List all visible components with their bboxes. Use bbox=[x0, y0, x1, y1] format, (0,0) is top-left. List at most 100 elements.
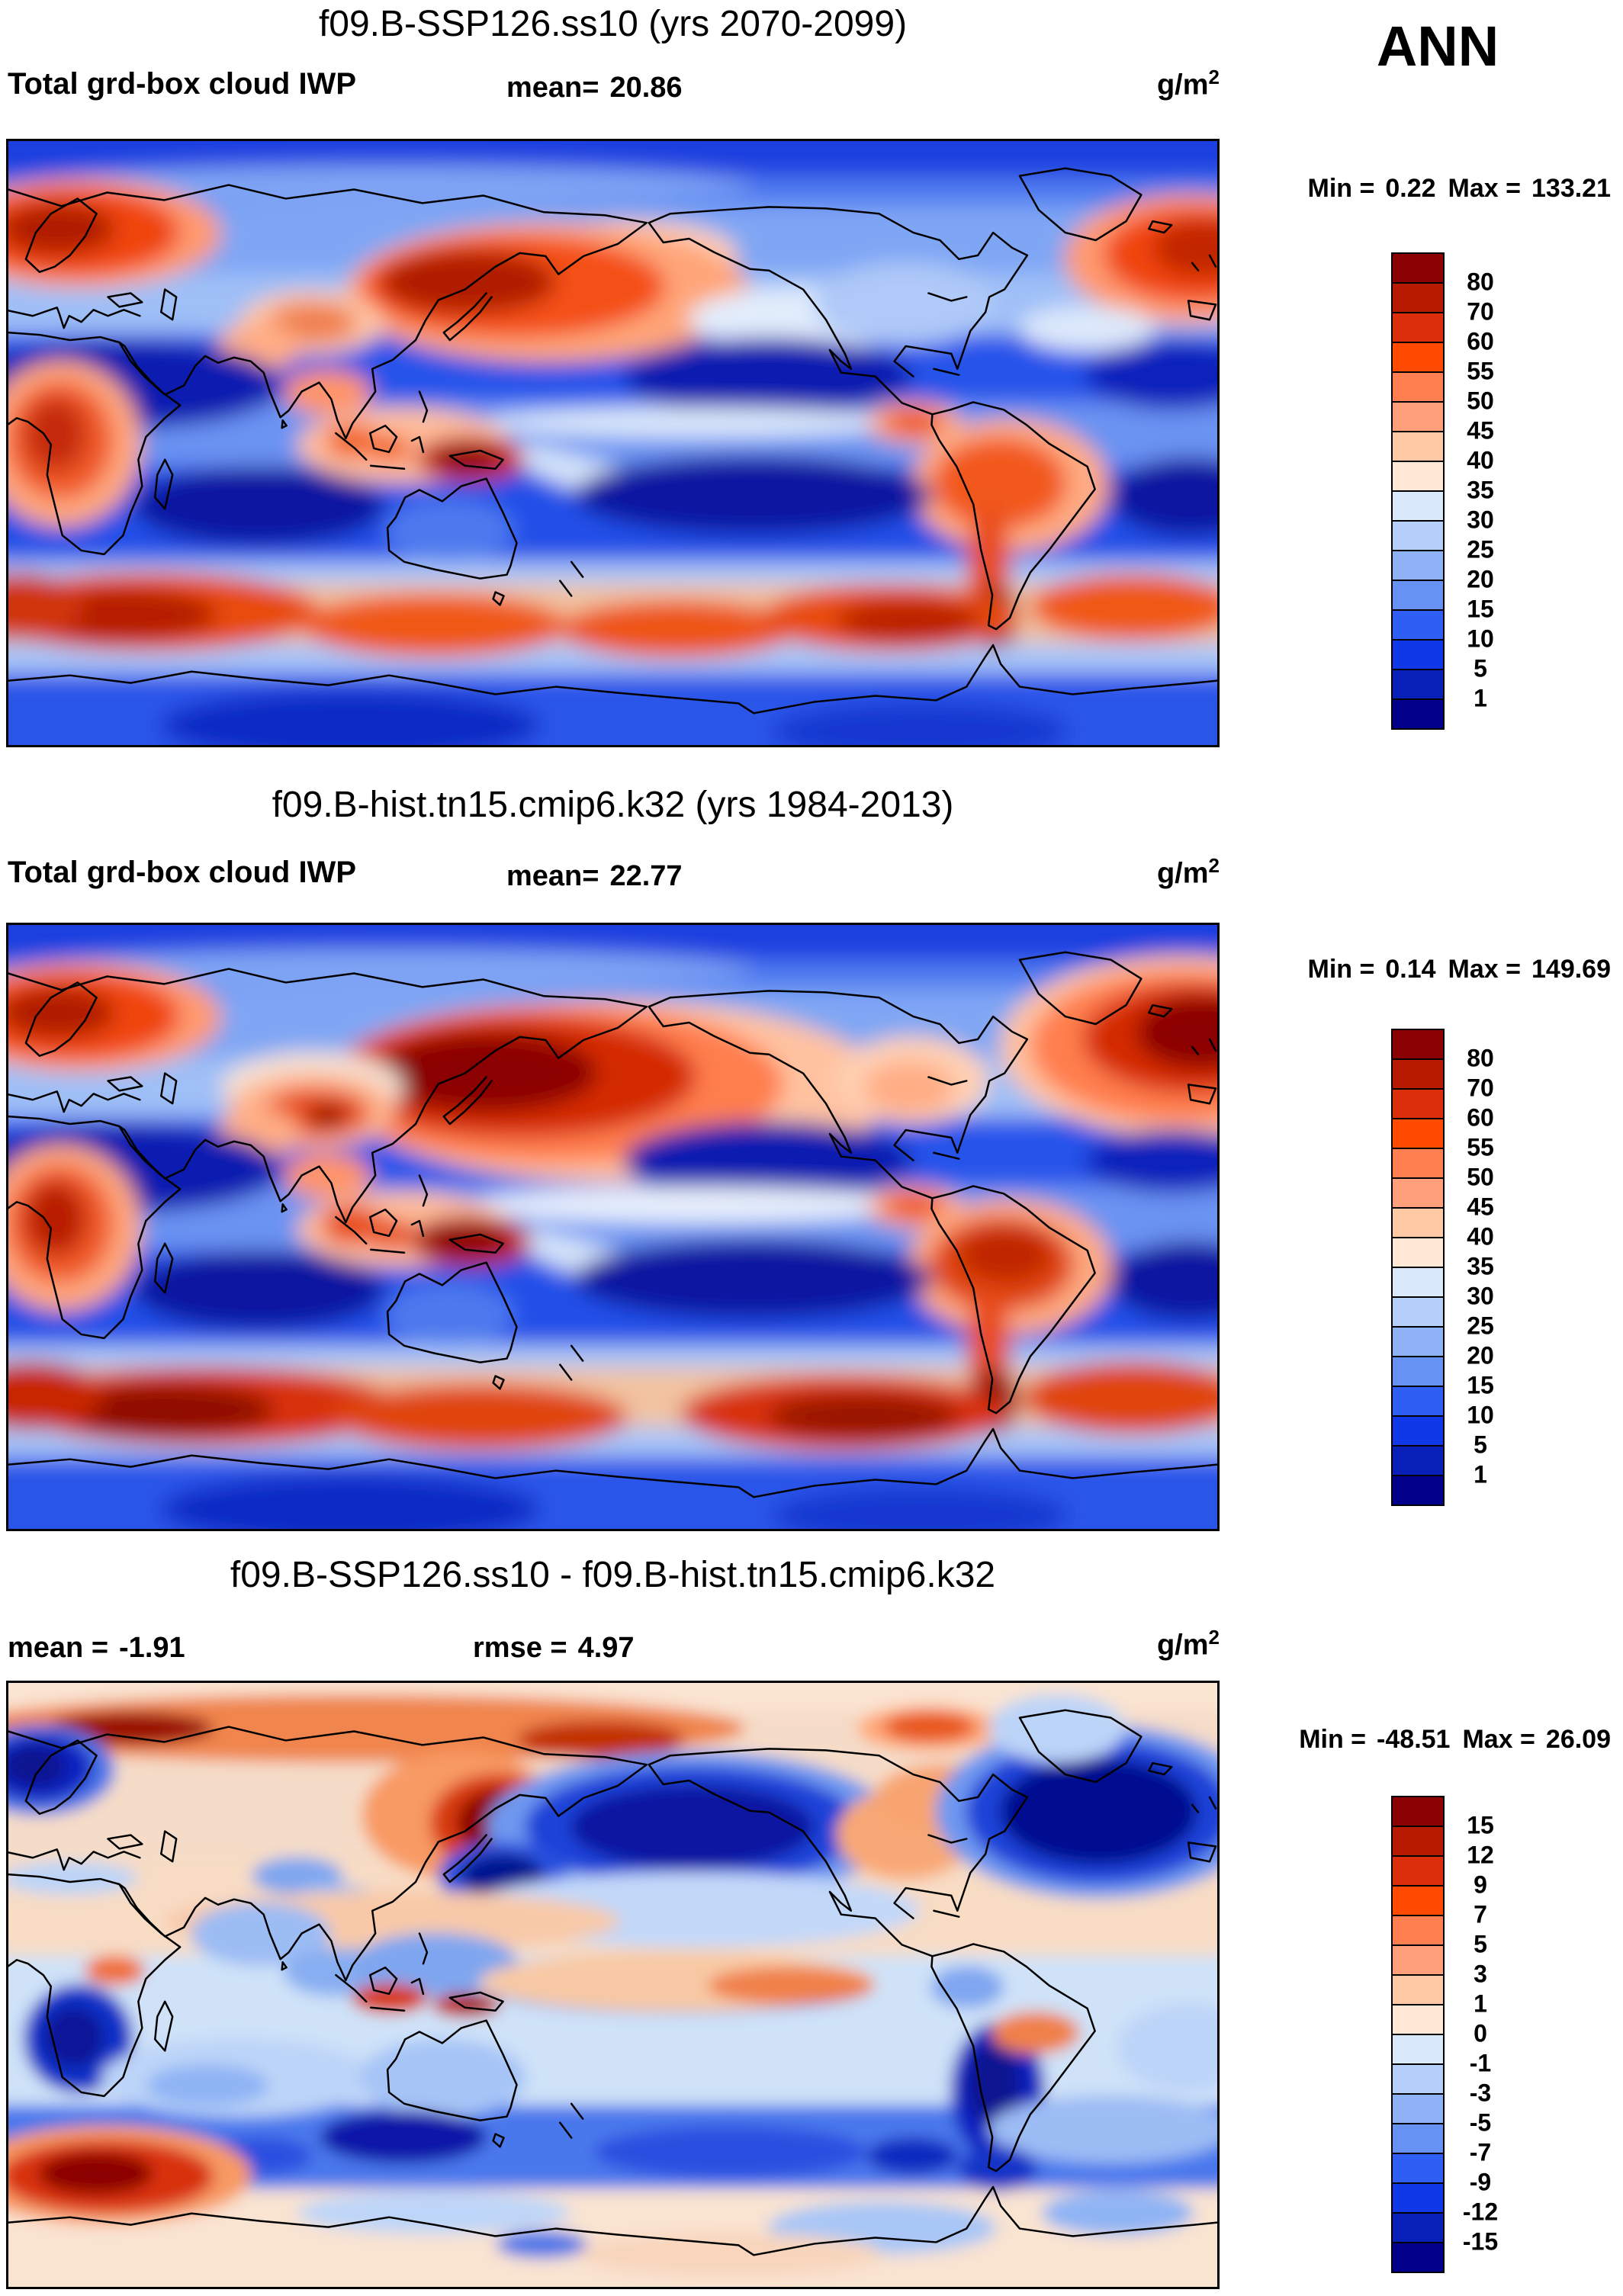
panel3-units: g/m2 bbox=[1068, 1626, 1220, 1662]
colorbar-cell bbox=[1391, 371, 1445, 403]
colorbar-tick-label: 35 bbox=[1467, 476, 1494, 504]
panel3-mean-label: mean = bbox=[8, 1632, 109, 1664]
colorbar-tick-label: 30 bbox=[1467, 506, 1494, 534]
colorbar-cell bbox=[1391, 1088, 1445, 1119]
colorbar-tick-label: 15 bbox=[1467, 595, 1494, 623]
panel1-units-base: g/m bbox=[1156, 69, 1209, 101]
colorbar-cell bbox=[1391, 312, 1445, 343]
panel1-units: g/m2 bbox=[1068, 66, 1220, 102]
colorbar-cell bbox=[1391, 550, 1445, 581]
map-panel1-ssp126 bbox=[6, 139, 1220, 747]
panel3-min-label: Min = bbox=[1299, 1725, 1367, 1754]
panel1-field-label: Total grd-box cloud IWP bbox=[8, 67, 356, 101]
colorbar-tick-label: 7 bbox=[1474, 1900, 1487, 1928]
colorbar-cell bbox=[1391, 1475, 1445, 1506]
colorbar-cell bbox=[1391, 580, 1445, 611]
colorbar-tick-label: 15 bbox=[1467, 1811, 1494, 1839]
panel2-max-value: 149.69 bbox=[1531, 955, 1611, 984]
colorbar-cell bbox=[1391, 1386, 1445, 1417]
panel3-mean-value: -1.91 bbox=[119, 1632, 185, 1664]
panel1-colorbar-labels: 80 70 60 55 50 45 40 35 30 25 20 15 10 5 1 bbox=[1446, 252, 1515, 730]
colorbar-cell bbox=[1391, 609, 1445, 641]
panel1-mean-value: 20.86 bbox=[609, 72, 683, 104]
panel3-max-value: 26.09 bbox=[1545, 1725, 1611, 1754]
contour-field bbox=[8, 1683, 1217, 2287]
panel2-mean-value: 22.77 bbox=[609, 860, 683, 892]
panel2-units-exp: 2 bbox=[1208, 854, 1220, 877]
panel1-min-value: 0.22 bbox=[1385, 174, 1436, 203]
colorbar-tick-label: 9 bbox=[1474, 1871, 1487, 1899]
colorbar-tick-label: 1 bbox=[1474, 1460, 1487, 1488]
colorbar-cell bbox=[1391, 639, 1445, 670]
panel3-title: f09.B-SSP126.ss10 - f09.B-hist.tn15.cmip… bbox=[230, 1555, 996, 1595]
colorbar-tick-label: -3 bbox=[1469, 2079, 1492, 2107]
panel3-rmse-value: 4.97 bbox=[577, 1632, 635, 1664]
colorbar-cell bbox=[1391, 1445, 1445, 1476]
colorbar-cell bbox=[1391, 1118, 1445, 1149]
colorbar-cell bbox=[1391, 1148, 1445, 1179]
colorbar-cell bbox=[1391, 2242, 1445, 2273]
colorbar-tick-label: 40 bbox=[1467, 1222, 1494, 1251]
map-panel3-difference bbox=[6, 1681, 1220, 2289]
colorbar-tick-label: 80 bbox=[1467, 1044, 1494, 1072]
panel1-max-value: 133.21 bbox=[1531, 174, 1611, 203]
panel3-max-label: Max = bbox=[1462, 1725, 1535, 1754]
colorbar-cell bbox=[1391, 2212, 1445, 2243]
colorbar-cell bbox=[1391, 1826, 1445, 1857]
colorbar-cell bbox=[1391, 2063, 1445, 2095]
panel3-rmse: rmse = 4.97 bbox=[473, 1632, 635, 1665]
panel1-max-label: Max = bbox=[1448, 174, 1521, 203]
panel3-rmse-label: rmse = bbox=[473, 1632, 567, 1664]
panel2-units-base: g/m bbox=[1156, 857, 1209, 890]
panel2-min-value: 0.14 bbox=[1385, 955, 1436, 984]
colorbar-tick-label: 25 bbox=[1467, 535, 1494, 564]
colorbar-tick-label: 30 bbox=[1467, 1282, 1494, 1310]
colorbar-cell bbox=[1391, 698, 1445, 730]
colorbar-cell bbox=[1391, 1058, 1445, 1090]
colorbar-cell bbox=[1391, 2004, 1445, 2035]
colorbar-tick-label: 35 bbox=[1467, 1252, 1494, 1280]
colorbar-tick-label: 20 bbox=[1467, 565, 1494, 593]
colorbar-tick-label: -1 bbox=[1469, 2049, 1492, 2077]
panel2-min-label: Min = bbox=[1307, 955, 1375, 984]
panel1-colorbar bbox=[1391, 252, 1445, 730]
colorbar-tick-label: -5 bbox=[1469, 2108, 1492, 2137]
colorbar-cell bbox=[1391, 2093, 1445, 2124]
colorbar-tick-label: 15 bbox=[1467, 1371, 1494, 1399]
colorbar-tick-label: 0 bbox=[1474, 2019, 1487, 2047]
colorbar-tick-label: -15 bbox=[1462, 2227, 1499, 2256]
panel2-mean-label: mean= bbox=[506, 860, 599, 892]
colorbar-cell bbox=[1391, 1415, 1445, 1447]
colorbar-cell bbox=[1391, 2182, 1445, 2214]
panel3-min-value: -48.51 bbox=[1377, 1725, 1451, 1754]
panel1-mean: mean= 20.86 bbox=[506, 72, 683, 104]
colorbar-tick-label: 40 bbox=[1467, 446, 1494, 474]
colorbar-cell bbox=[1391, 1915, 1445, 1946]
panel3-colorbar-labels: 15 12 9 7 5 3 1 0 -1 -3 -5 -7 -9 -12 -15 bbox=[1446, 1796, 1515, 2273]
colorbar-tick-label: 20 bbox=[1467, 1341, 1494, 1370]
colorbar-tick-label: 25 bbox=[1467, 1312, 1494, 1340]
colorbar-cell bbox=[1391, 520, 1445, 551]
colorbar-tick-label: 1 bbox=[1474, 1989, 1487, 2018]
contour-field bbox=[8, 141, 1217, 745]
panel2-field-label: Total grd-box cloud IWP bbox=[8, 856, 356, 889]
colorbar-cell bbox=[1391, 431, 1445, 462]
colorbar-tick-label: 50 bbox=[1467, 1163, 1494, 1191]
colorbar-tick-label: 45 bbox=[1467, 416, 1494, 445]
season-label: ANN bbox=[1376, 14, 1499, 78]
panel2-mean: mean= 22.77 bbox=[506, 860, 683, 893]
panel1-minmax: Min = 0.22 Max = 133.21 bbox=[1243, 174, 1611, 204]
panel1-units-exp: 2 bbox=[1208, 66, 1220, 88]
colorbar-cell bbox=[1391, 1944, 1445, 1976]
colorbar-cell bbox=[1391, 1885, 1445, 1916]
panel2-title: f09.B-hist.tn15.cmip6.k32 (yrs 1984-2013… bbox=[272, 785, 954, 825]
colorbar-tick-label: 5 bbox=[1474, 654, 1487, 682]
colorbar-cell bbox=[1391, 461, 1445, 492]
panel1-min-label: Min = bbox=[1307, 174, 1375, 203]
panel2-max-label: Max = bbox=[1448, 955, 1521, 984]
colorbar-tick-label: 70 bbox=[1467, 1074, 1494, 1102]
colorbar-tick-label: 3 bbox=[1474, 1960, 1487, 1988]
colorbar-cell bbox=[1391, 1855, 1445, 1887]
colorbar-cell bbox=[1391, 1356, 1445, 1387]
colorbar-cell bbox=[1391, 490, 1445, 522]
